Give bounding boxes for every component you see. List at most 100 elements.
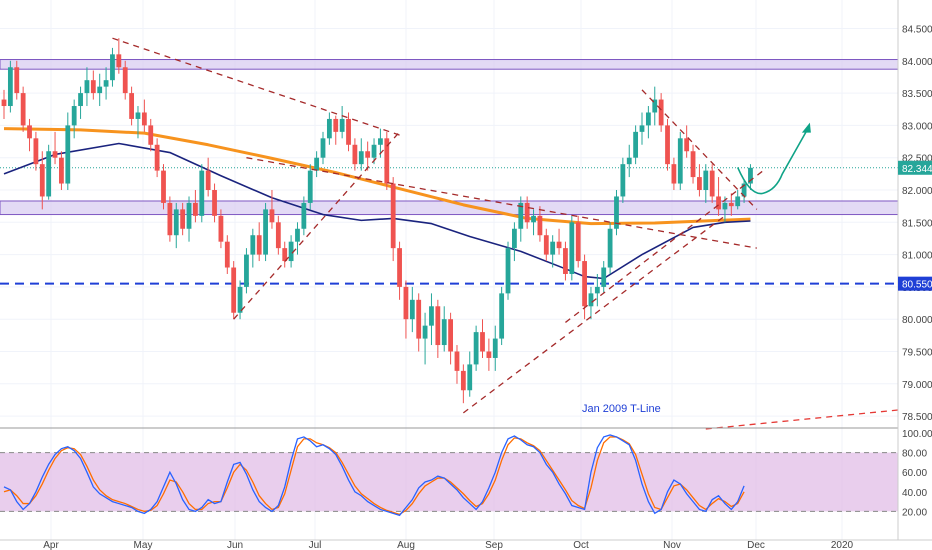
candle-body: [52, 151, 58, 158]
candle: [59, 151, 64, 190]
candle: [173, 202, 179, 249]
candle-body: [256, 235, 262, 255]
stoch-k-line: [3, 434, 745, 517]
candle-body: [231, 267, 237, 313]
candle: [741, 180, 747, 203]
candle-body: [512, 228, 517, 249]
time-tick-label: Jun: [227, 540, 243, 550]
candle: [205, 157, 211, 197]
candle: [588, 286, 594, 320]
candle: [14, 60, 20, 100]
candle-body: [626, 157, 632, 165]
candle: [365, 141, 371, 171]
support-zone: [0, 200, 899, 216]
candle: [601, 261, 607, 294]
candle: [499, 286, 505, 346]
support-level-badge: [898, 276, 932, 291]
candle: [90, 70, 96, 100]
candle-body: [250, 235, 256, 255]
time-tick-label: Aug: [397, 540, 415, 550]
candle-body: [20, 93, 26, 126]
candle: [110, 47, 115, 87]
time-tick-label: Dec: [747, 540, 765, 550]
candle-body: [390, 183, 396, 249]
candle-body: [339, 118, 345, 132]
candle: [709, 164, 715, 203]
candle: [339, 106, 345, 139]
candle: [563, 241, 568, 281]
candle-body: [46, 151, 52, 197]
candle-body: [652, 99, 658, 113]
projection-arrowhead: [801, 122, 811, 133]
candle-body: [167, 202, 173, 236]
candle-body: [473, 332, 479, 365]
candle: [454, 345, 460, 384]
candle: [435, 299, 441, 358]
candle-body: [697, 177, 702, 190]
candle-body: [422, 325, 428, 339]
candle-body: [371, 144, 377, 158]
candle: [537, 206, 543, 242]
candle: [633, 125, 639, 165]
candles[interactable]: [1, 38, 753, 404]
candle-body: [690, 151, 696, 178]
candle-body: [212, 190, 217, 216]
candle-body: [173, 209, 179, 236]
candle: [524, 196, 530, 229]
candle: [684, 125, 690, 158]
candle-body: [269, 209, 275, 223]
candle: [480, 319, 485, 358]
candle: [384, 131, 390, 190]
time-tick-label: Nov: [663, 540, 681, 550]
price-tick-label: 78.500: [902, 412, 932, 423]
trendlines[interactable]: [112, 37, 899, 430]
candle-body: [460, 370, 466, 391]
candle: [314, 151, 320, 178]
price-tick-label: 83.500: [902, 89, 932, 100]
price-tick-label: 79.500: [902, 348, 932, 359]
candle-body: [607, 228, 613, 268]
candle-body: [582, 261, 587, 307]
candle: [665, 118, 670, 171]
candle: [594, 273, 600, 307]
candle-body: [569, 222, 575, 274]
candle-body: [39, 164, 45, 197]
time-tick-label: Sep: [485, 540, 503, 550]
candle: [275, 215, 281, 255]
trendline: [565, 170, 764, 323]
candle: [180, 202, 186, 236]
candle-body: [186, 202, 192, 229]
candle-body: [601, 267, 607, 287]
candle-body: [677, 138, 683, 184]
candle-body: [409, 299, 415, 320]
candle-body: [748, 167, 753, 184]
candle: [512, 222, 517, 262]
trendline: [233, 131, 401, 320]
candle-body: [416, 299, 422, 339]
candle: [97, 73, 103, 107]
candle: [333, 115, 339, 145]
candle: [620, 157, 626, 203]
candle: [326, 112, 332, 145]
candle-body: [180, 209, 186, 229]
candle-body: [537, 215, 543, 236]
candle: [52, 131, 58, 165]
candle: [7, 60, 13, 113]
candle-body: [65, 125, 71, 184]
candle-body: [435, 306, 441, 346]
candle-body: [728, 202, 734, 207]
candle-body: [703, 170, 709, 190]
candle: [129, 86, 134, 126]
candle-body: [78, 93, 83, 107]
resistance-zone: [0, 59, 899, 70]
candle-body: [33, 138, 39, 165]
candle: [531, 209, 536, 236]
candle-body: [645, 112, 651, 126]
candle: [409, 286, 415, 333]
candle: [20, 86, 26, 132]
candle-body: [333, 118, 339, 132]
candle-body: [429, 306, 434, 326]
candle-body: [614, 196, 619, 229]
